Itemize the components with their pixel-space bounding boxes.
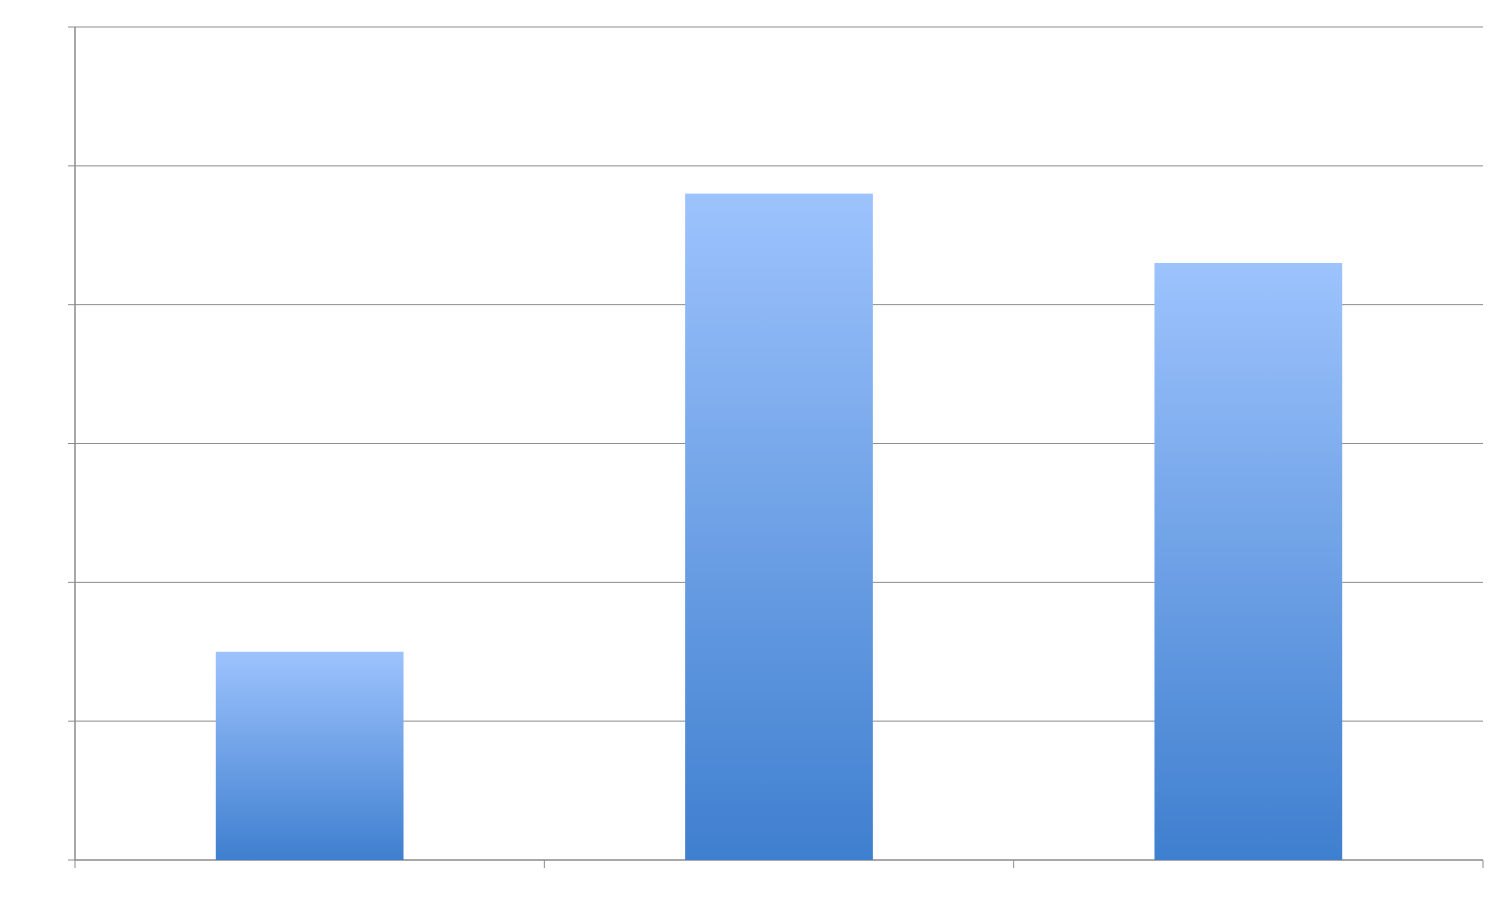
bar-2 (685, 193, 873, 861)
bar-1 (215, 651, 404, 860)
bars (215, 193, 1343, 861)
bar-3 (1154, 263, 1343, 860)
